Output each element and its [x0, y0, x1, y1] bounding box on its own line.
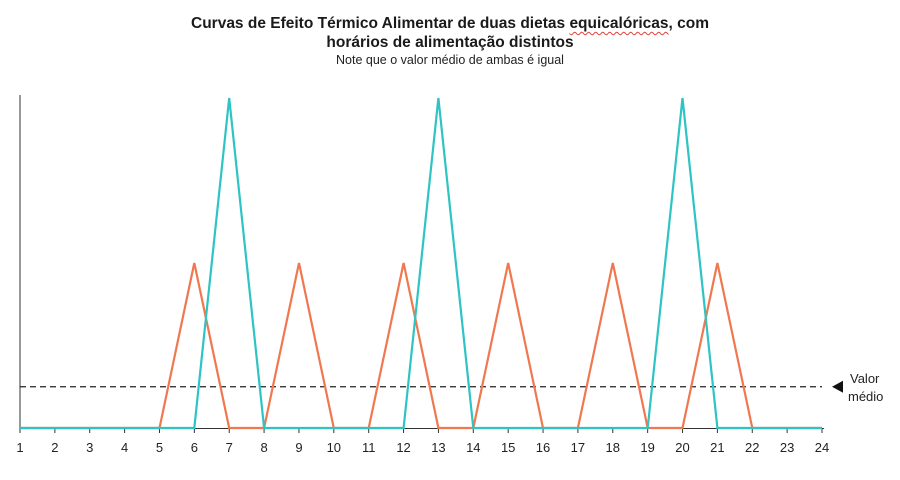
x-tick-label: 23	[780, 440, 794, 455]
x-tick-label: 2	[51, 440, 58, 455]
title-part1: Curvas de Efeito Térmico Alimentar de du…	[191, 15, 570, 32]
x-tick-label: 9	[295, 440, 302, 455]
x-tick-label: 8	[260, 440, 267, 455]
x-tick-label: 6	[191, 440, 198, 455]
x-tick-label: 11	[362, 440, 376, 455]
x-tick-label: 5	[156, 440, 163, 455]
x-tick-label: 1	[16, 440, 23, 455]
x-tick-label: 17	[571, 440, 585, 455]
title-line2: horários de alimentação distintos	[326, 34, 574, 51]
x-tick-label: 4	[121, 440, 128, 455]
x-tick-label: 10	[327, 440, 341, 455]
x-tick-label: 16	[536, 440, 550, 455]
chart-title: Curvas de Efeito Térmico Alimentar de du…	[0, 14, 900, 52]
x-tick-label: 24	[815, 440, 829, 455]
x-tick-label: 15	[501, 440, 515, 455]
title-part3: , com	[668, 15, 709, 32]
chart-subtitle: Note que o valor médio de ambas é igual	[336, 53, 564, 67]
x-tick-label: 7	[226, 440, 233, 455]
x-tick-label: 21	[710, 440, 724, 455]
x-tick-label: 12	[396, 440, 410, 455]
mean-annotation-line1: Valor	[850, 371, 880, 386]
x-tick-label: 13	[431, 440, 445, 455]
x-tick-label: 20	[675, 440, 689, 455]
mean-annotation-line2: médio	[848, 389, 883, 404]
x-tick-label: 22	[745, 440, 759, 455]
series-1-line	[20, 262, 822, 430]
x-tick-label: 19	[640, 440, 654, 455]
x-tick-label: 14	[466, 440, 480, 455]
series-2-line	[20, 97, 822, 430]
x-tick-label: 18	[606, 440, 620, 455]
mean-marker-triangle-icon	[832, 380, 843, 393]
title-part2-spellcheck: equicalóricas	[569, 15, 669, 32]
x-tick-label: 3	[86, 440, 93, 455]
